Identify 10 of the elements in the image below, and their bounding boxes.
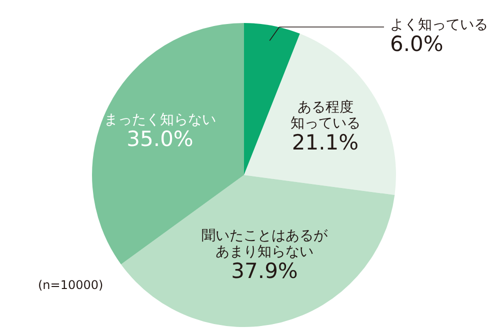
pie-slice [121, 175, 395, 327]
data-label: 6.0% [390, 32, 444, 56]
text: (n=10000) [38, 278, 104, 292]
slice-label: 聞いたことはあるがあまり知らない [202, 228, 329, 260]
data-label: 35.0% [126, 127, 194, 152]
data-label: 37.9% [231, 259, 298, 284]
slice-label: よく知っている [390, 17, 488, 33]
slice-label: ある程度知っている [290, 99, 360, 132]
data-label: 21.1% [292, 130, 359, 154]
slice-label: まったく知らない [104, 112, 216, 128]
